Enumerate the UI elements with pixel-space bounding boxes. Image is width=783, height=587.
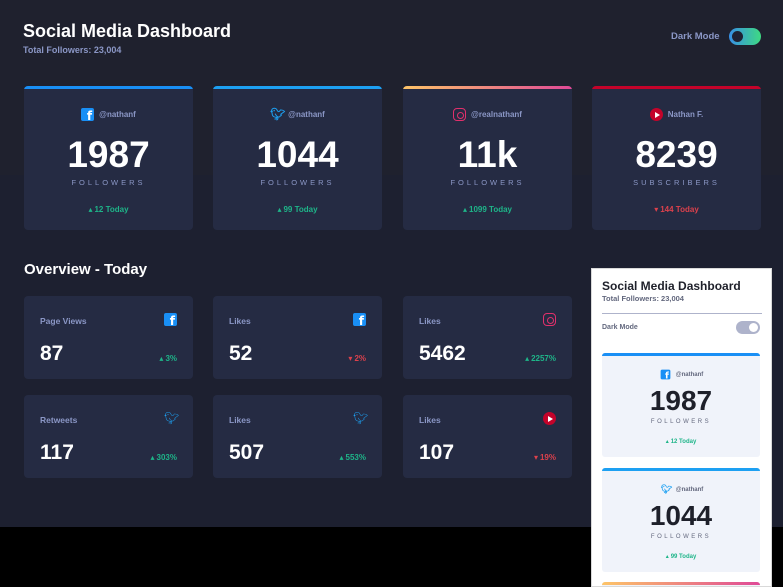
card-facebook[interactable]: @nathanf 1987 FOLLOWERS 12 Today — [24, 86, 193, 230]
overview-percent: 3% — [159, 354, 177, 363]
card-handle: @nathanf — [288, 110, 325, 119]
card-unit: FOLLOWERS — [260, 178, 335, 187]
overview-percent: 2% — [348, 354, 366, 363]
preview-dark-mode-toggle[interactable] — [736, 321, 760, 334]
card-today: 12 Today — [24, 205, 193, 214]
card-count: 8239 — [635, 134, 718, 175]
instagram-icon — [543, 313, 556, 326]
overview-card[interactable]: Retweets 🐦︎ 117 303% — [24, 395, 193, 478]
overview-value: 507 — [229, 441, 265, 464]
overview-percent: 303% — [151, 453, 177, 462]
instagram-icon — [453, 108, 467, 121]
overview-title: Overview - Today — [24, 261, 148, 278]
card-handle: @nathanf — [675, 371, 704, 378]
overview-card[interactable]: Likes 52 2% — [213, 296, 382, 379]
overview-percent: 19% — [534, 453, 556, 462]
card-today: 1099 Today — [403, 205, 572, 214]
card-accent-bar — [403, 86, 572, 89]
divider — [602, 313, 762, 314]
overview-label: Page Views — [40, 316, 87, 326]
preview-card-facebook[interactable]: @nathanf 1987 FOLLOWERS 12 Today — [602, 353, 760, 457]
overview-card[interactable]: Likes 🐦︎ 507 553% — [213, 395, 382, 478]
facebook-icon — [164, 313, 177, 328]
dashboard-dark: Social Media Dashboard Total Followers: … — [0, 0, 783, 527]
page-title: Social Media Dashboard — [23, 21, 232, 41]
overview-label: Likes — [229, 316, 251, 326]
preview-title: Social Media Dashboard — [602, 279, 741, 293]
card-today: 12 Today — [602, 438, 760, 445]
card-unit: FOLLOWERS — [71, 178, 146, 187]
overview-label: Likes — [419, 415, 441, 425]
overview-label: Retweets — [40, 415, 78, 425]
card-handle: @realnathanf — [471, 110, 522, 119]
preview-total-followers: Total Followers: 23,004 — [602, 294, 684, 303]
toggle-knob — [732, 31, 743, 42]
overview-percent: 553% — [340, 453, 366, 462]
card-handle: Nathan F. — [667, 110, 704, 119]
card-today: 99 Today — [213, 205, 382, 214]
card-accent-bar — [602, 582, 760, 585]
overview-label: Likes — [419, 316, 441, 326]
twitter-icon: 🐦︎ — [270, 107, 286, 121]
twitter-icon: 🐦︎ — [660, 483, 672, 495]
card-accent-bar — [213, 86, 382, 89]
card-count: 1044 — [649, 500, 713, 531]
youtube-icon — [543, 412, 556, 425]
card-unit: FOLLOWERS — [450, 178, 525, 187]
facebook-icon — [353, 313, 366, 328]
card-unit: FOLLOWERS — [650, 534, 712, 540]
overview-card[interactable]: Likes 107 19% — [403, 395, 572, 478]
card-count: 1987 — [67, 134, 150, 175]
overview-card[interactable]: Likes 5462 2257% — [403, 296, 572, 379]
twitter-icon: 🐦︎ — [164, 411, 180, 425]
card-unit: FOLLOWERS — [650, 419, 712, 425]
twitter-icon: 🐦︎ — [353, 411, 369, 425]
card-accent-bar — [592, 86, 761, 89]
card-handle: @nathanf — [99, 110, 136, 119]
dark-mode-toggle[interactable] — [729, 28, 761, 45]
dark-mode-label: Dark Mode — [671, 31, 720, 42]
card-handle: @nathanf — [675, 486, 704, 493]
card-twitter[interactable]: 🐦︎@nathanf 1044 FOLLOWERS 99 Today — [213, 86, 382, 230]
card-today: 99 Today — [602, 553, 760, 560]
overview-value: 107 — [419, 441, 455, 464]
light-mode-preview: Social Media Dashboard Total Followers: … — [591, 268, 772, 587]
card-count: 1044 — [256, 134, 339, 175]
overview-value: 117 — [40, 441, 74, 464]
card-youtube[interactable]: Nathan F. 8239 SUBSCRIBERS 144 Today — [592, 86, 761, 230]
overview-label: Likes — [229, 415, 251, 425]
card-today: 144 Today — [592, 205, 761, 214]
overview-card[interactable]: Page Views 87 3% — [24, 296, 193, 379]
card-count: 11k — [457, 134, 518, 175]
card-accent-bar — [602, 353, 760, 356]
card-instagram[interactable]: @realnathanf 11k FOLLOWERS 1099 Today — [403, 86, 572, 230]
card-count: 1987 — [649, 385, 713, 416]
card-unit: SUBSCRIBERS — [633, 178, 720, 187]
card-accent-bar — [24, 86, 193, 89]
preview-card-twitter[interactable]: 🐦︎@nathanf 1044 FOLLOWERS 99 Today — [602, 468, 760, 572]
card-accent-bar — [602, 468, 760, 471]
preview-card-instagram[interactable] — [602, 582, 760, 586]
facebook-icon — [660, 369, 671, 381]
overview-percent: 2257% — [525, 354, 556, 363]
total-followers: Total Followers: 23,004 — [23, 45, 122, 55]
overview-value: 52 — [229, 342, 253, 365]
overview-value: 87 — [40, 342, 64, 365]
preview-dark-mode-label: Dark Mode — [602, 324, 638, 331]
toggle-knob — [749, 323, 758, 332]
youtube-icon — [649, 108, 663, 121]
facebook-icon — [81, 108, 95, 123]
overview-value: 5462 — [419, 342, 466, 365]
